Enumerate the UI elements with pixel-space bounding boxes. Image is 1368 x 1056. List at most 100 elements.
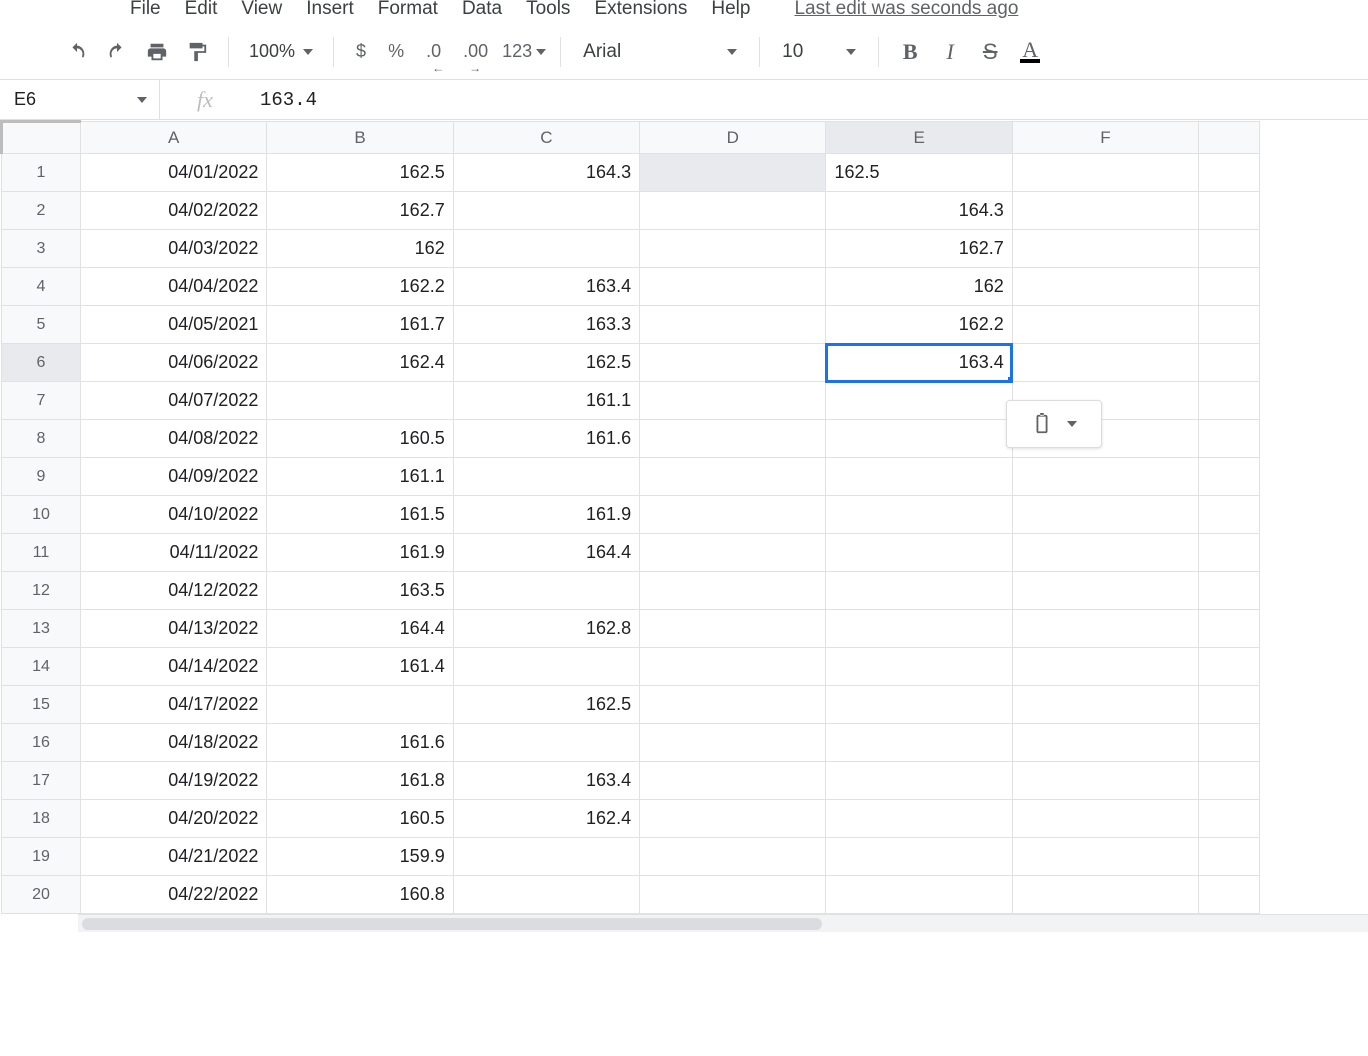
cell-E2[interactable]: 164.3 <box>826 192 1012 230</box>
cell-B3[interactable]: 162 <box>267 230 453 268</box>
cell-extra[interactable] <box>1199 534 1260 572</box>
cell-B18[interactable]: 160.5 <box>267 800 453 838</box>
cell-D4[interactable] <box>640 268 826 306</box>
scrollbar-thumb[interactable] <box>82 918 822 930</box>
cell-D13[interactable] <box>640 610 826 648</box>
cell-C18[interactable]: 162.4 <box>453 800 639 838</box>
cell-C11[interactable]: 164.4 <box>453 534 639 572</box>
cell-D15[interactable] <box>640 686 826 724</box>
cell-C16[interactable] <box>453 724 639 762</box>
cell-B12[interactable]: 163.5 <box>267 572 453 610</box>
cell-F10[interactable] <box>1012 496 1198 534</box>
cell-E9[interactable] <box>826 458 1012 496</box>
cell-extra[interactable] <box>1199 762 1260 800</box>
cell-F14[interactable] <box>1012 648 1198 686</box>
cell-E1[interactable]: 162.5 <box>826 154 1012 192</box>
cell-A5[interactable]: 04/05/2021 <box>81 306 267 344</box>
more-formats-dropdown[interactable]: 123 <box>502 41 546 62</box>
increase-decimal-button[interactable]: .00 → <box>455 41 496 62</box>
cell-E8[interactable] <box>826 420 1012 458</box>
cell-B16[interactable]: 161.6 <box>267 724 453 762</box>
font-family-dropdown[interactable]: Arial <box>575 41 745 63</box>
cell-D18[interactable] <box>640 800 826 838</box>
cell-E17[interactable] <box>826 762 1012 800</box>
menu-help[interactable]: Help <box>711 0 750 20</box>
cell-F4[interactable] <box>1012 268 1198 306</box>
menu-insert[interactable]: Insert <box>306 0 354 20</box>
cell-A17[interactable]: 04/19/2022 <box>81 762 267 800</box>
cell-B20[interactable]: 160.8 <box>267 876 453 914</box>
cell-B1[interactable]: 162.5 <box>267 154 453 192</box>
cell-extra[interactable] <box>1199 800 1260 838</box>
cell-C17[interactable]: 163.4 <box>453 762 639 800</box>
cell-A13[interactable]: 04/13/2022 <box>81 610 267 648</box>
cell-E6[interactable]: 163.4 <box>826 344 1012 382</box>
cell-D8[interactable] <box>640 420 826 458</box>
menu-view[interactable]: View <box>241 0 282 20</box>
last-edit-link[interactable]: Last edit was seconds ago <box>794 0 1018 20</box>
cell-D1[interactable] <box>640 154 826 192</box>
cell-A15[interactable]: 04/17/2022 <box>81 686 267 724</box>
cell-C10[interactable]: 161.9 <box>453 496 639 534</box>
cell-extra[interactable] <box>1199 724 1260 762</box>
menu-data[interactable]: Data <box>462 0 502 20</box>
cell-extra[interactable] <box>1199 420 1260 458</box>
cell-D3[interactable] <box>640 230 826 268</box>
bold-button[interactable]: B <box>893 35 927 69</box>
row-header[interactable]: 19 <box>2 838 81 876</box>
italic-button[interactable]: I <box>933 35 967 69</box>
cell-B13[interactable]: 164.4 <box>267 610 453 648</box>
cell-extra[interactable] <box>1199 458 1260 496</box>
row-header[interactable]: 20 <box>2 876 81 914</box>
cell-A11[interactable]: 04/11/2022 <box>81 534 267 572</box>
cell-extra[interactable] <box>1199 382 1260 420</box>
zoom-dropdown[interactable]: 100% <box>243 41 319 62</box>
cell-extra[interactable] <box>1199 306 1260 344</box>
text-color-button[interactable]: A <box>1013 35 1047 69</box>
row-header[interactable]: 17 <box>2 762 81 800</box>
cell-C13[interactable]: 162.8 <box>453 610 639 648</box>
cell-E20[interactable] <box>826 876 1012 914</box>
cell-extra[interactable] <box>1199 344 1260 382</box>
cell-F11[interactable] <box>1012 534 1198 572</box>
cell-extra[interactable] <box>1199 230 1260 268</box>
paste-options-popover[interactable] <box>1006 400 1102 448</box>
cell-A1[interactable]: 04/01/2022 <box>81 154 267 192</box>
cell-F12[interactable] <box>1012 572 1198 610</box>
row-header[interactable]: 5 <box>2 306 81 344</box>
cell-D11[interactable] <box>640 534 826 572</box>
cell-F20[interactable] <box>1012 876 1198 914</box>
cell-E11[interactable] <box>826 534 1012 572</box>
cell-extra[interactable] <box>1199 610 1260 648</box>
row-header[interactable]: 10 <box>2 496 81 534</box>
cell-E4[interactable]: 162 <box>826 268 1012 306</box>
row-header[interactable]: 14 <box>2 648 81 686</box>
cell-D19[interactable] <box>640 838 826 876</box>
cell-A6[interactable]: 04/06/2022 <box>81 344 267 382</box>
paint-format-button[interactable] <box>180 35 214 69</box>
row-header[interactable]: 8 <box>2 420 81 458</box>
col-header-C[interactable]: C <box>453 122 639 154</box>
cell-C7[interactable]: 161.1 <box>453 382 639 420</box>
format-percent-button[interactable]: % <box>380 41 412 62</box>
print-button[interactable] <box>140 35 174 69</box>
cell-D20[interactable] <box>640 876 826 914</box>
cell-E14[interactable] <box>826 648 1012 686</box>
strikethrough-button[interactable]: S <box>973 35 1007 69</box>
menu-extensions[interactable]: Extensions <box>594 0 687 20</box>
cell-extra[interactable] <box>1199 572 1260 610</box>
cell-B5[interactable]: 161.7 <box>267 306 453 344</box>
row-header[interactable]: 11 <box>2 534 81 572</box>
cell-E12[interactable] <box>826 572 1012 610</box>
cell-C14[interactable] <box>453 648 639 686</box>
cell-F19[interactable] <box>1012 838 1198 876</box>
cell-C1[interactable]: 164.3 <box>453 154 639 192</box>
cell-extra[interactable] <box>1199 268 1260 306</box>
row-header[interactable]: 18 <box>2 800 81 838</box>
cell-A20[interactable]: 04/22/2022 <box>81 876 267 914</box>
cell-A16[interactable]: 04/18/2022 <box>81 724 267 762</box>
cell-extra[interactable] <box>1199 838 1260 876</box>
row-header[interactable]: 15 <box>2 686 81 724</box>
cell-C3[interactable] <box>453 230 639 268</box>
cell-A7[interactable]: 04/07/2022 <box>81 382 267 420</box>
